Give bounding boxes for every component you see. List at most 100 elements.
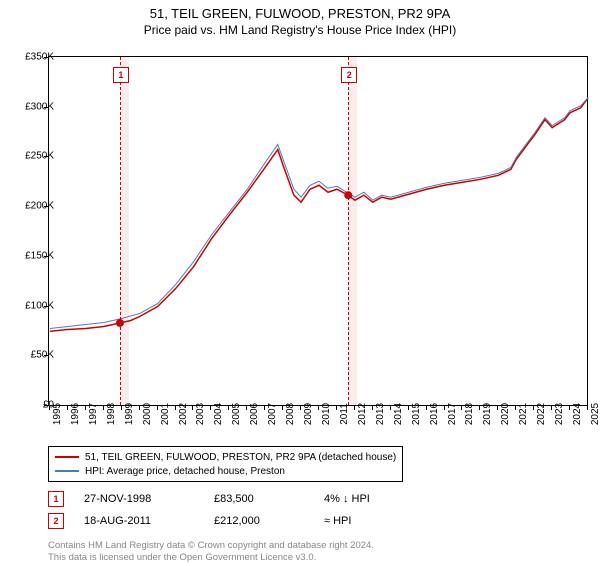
x-axis-label: 1995 [52, 403, 63, 425]
sale-delta: 4% ↓ HPI [324, 493, 370, 505]
chart-title: 51, TEIL GREEN, FULWOOD, PRESTON, PR2 9P… [0, 6, 600, 21]
x-axis-tick [479, 406, 480, 410]
x-axis-tick [461, 406, 462, 410]
x-axis-label: 2014 [393, 403, 404, 425]
x-axis-tick [85, 406, 86, 410]
x-axis-label: 2009 [303, 403, 314, 425]
x-axis-tick [408, 406, 409, 410]
x-axis-tick [67, 406, 68, 410]
x-axis-tick [210, 406, 211, 410]
x-axis-tick [587, 406, 588, 410]
sale-price: £83,500 [214, 493, 304, 505]
legend-label: 51, TEIL GREEN, FULWOOD, PRESTON, PR2 9P… [85, 452, 396, 463]
legend: 51, TEIL GREEN, FULWOOD, PRESTON, PR2 9P… [48, 446, 403, 482]
x-axis-label: 2007 [267, 403, 278, 425]
sale-shade [348, 57, 356, 405]
x-axis-tick [175, 406, 176, 410]
x-axis-label: 1997 [88, 403, 99, 425]
x-axis-tick [569, 406, 570, 410]
legend-label: HPI: Average price, detached house, Pres… [85, 466, 285, 477]
sale-vline [348, 57, 349, 405]
x-axis-label: 2013 [375, 403, 386, 425]
x-axis-label: 2005 [231, 403, 242, 425]
x-axis-label: 2022 [536, 403, 547, 425]
chart-svg [49, 57, 587, 405]
x-axis-tick [390, 406, 391, 410]
sale-row: 2 18-AUG-2011 £212,000 ≈ HPI [48, 513, 351, 529]
x-axis-tick [497, 406, 498, 410]
x-axis-label: 1996 [70, 403, 81, 425]
legend-row: HPI: Average price, detached house, Pres… [55, 464, 396, 478]
y-axis-tick [44, 107, 48, 108]
sale-marker-label: 2 [341, 67, 357, 83]
legend-row: 51, TEIL GREEN, FULWOOD, PRESTON, PR2 9P… [55, 450, 396, 464]
sale-marker: 1 [48, 491, 64, 507]
chart-container: 51, TEIL GREEN, FULWOOD, PRESTON, PR2 9P… [0, 6, 600, 566]
sale-marker-label: 1 [113, 67, 129, 83]
plot-area: 12 [48, 56, 588, 406]
x-axis-tick [300, 406, 301, 410]
x-axis-label: 2011 [339, 403, 350, 425]
sale-date: 27-NOV-1998 [84, 493, 194, 505]
sale-row: 1 27-NOV-1998 £83,500 4% ↓ HPI [48, 491, 370, 507]
x-axis-tick [515, 406, 516, 410]
x-axis-tick [139, 406, 140, 410]
x-axis-label: 1999 [124, 403, 135, 425]
x-axis-label: 2020 [500, 403, 511, 425]
x-axis-label: 2001 [160, 403, 171, 425]
x-axis-label: 2024 [572, 403, 583, 425]
x-axis-tick [228, 406, 229, 410]
x-axis-tick [533, 406, 534, 410]
sale-date: 18-AUG-2011 [84, 515, 194, 527]
series-line [50, 98, 588, 329]
sale-shade [120, 57, 129, 405]
x-axis-tick [372, 406, 373, 410]
x-axis-label: 2012 [357, 403, 368, 425]
y-axis-tick [44, 156, 48, 157]
x-axis-tick [336, 406, 337, 410]
x-axis-tick [282, 406, 283, 410]
x-axis-label: 1998 [106, 403, 117, 425]
x-axis-tick [426, 406, 427, 410]
x-axis-label: 2003 [195, 403, 206, 425]
x-axis-label: 2008 [285, 403, 296, 425]
sale-marker: 2 [48, 513, 64, 529]
x-axis-label: 2006 [249, 403, 260, 425]
y-axis-tick [44, 355, 48, 356]
footnote-line1: Contains HM Land Registry data © Crown c… [48, 540, 374, 551]
x-axis-tick [246, 406, 247, 410]
sale-delta: ≈ HPI [324, 515, 351, 527]
y-axis-tick [44, 57, 48, 58]
series-line [50, 98, 588, 332]
y-axis-tick [44, 405, 48, 406]
y-axis-tick [44, 206, 48, 207]
x-axis-label: 2023 [554, 403, 565, 425]
legend-swatch [55, 470, 79, 472]
sale-price: £212,000 [214, 515, 304, 527]
y-axis-tick [44, 256, 48, 257]
x-axis-tick [354, 406, 355, 410]
x-axis-tick [444, 406, 445, 410]
sale-vline [120, 57, 121, 405]
x-axis-label: 2004 [213, 403, 224, 425]
x-axis-label: 2016 [429, 403, 440, 425]
x-axis-label: 2019 [482, 403, 493, 425]
chart-subtitle: Price paid vs. HM Land Registry's House … [0, 23, 600, 37]
x-axis-tick [264, 406, 265, 410]
x-axis-tick [121, 406, 122, 410]
x-axis-label: 2021 [518, 403, 529, 425]
footnote-line2: This data is licensed under the Open Gov… [48, 552, 316, 563]
x-axis-label: 2018 [464, 403, 475, 425]
x-axis-tick [551, 406, 552, 410]
x-axis-label: 2010 [321, 403, 332, 425]
x-axis-label: 2017 [447, 403, 458, 425]
x-axis-tick [49, 406, 50, 410]
legend-swatch [55, 456, 79, 458]
x-axis-label: 2002 [178, 403, 189, 425]
x-axis-tick [192, 406, 193, 410]
x-axis-tick [318, 406, 319, 410]
y-axis-tick [44, 306, 48, 307]
x-axis-label: 2015 [411, 403, 422, 425]
x-axis-tick [103, 406, 104, 410]
x-axis-label: 2000 [142, 403, 153, 425]
